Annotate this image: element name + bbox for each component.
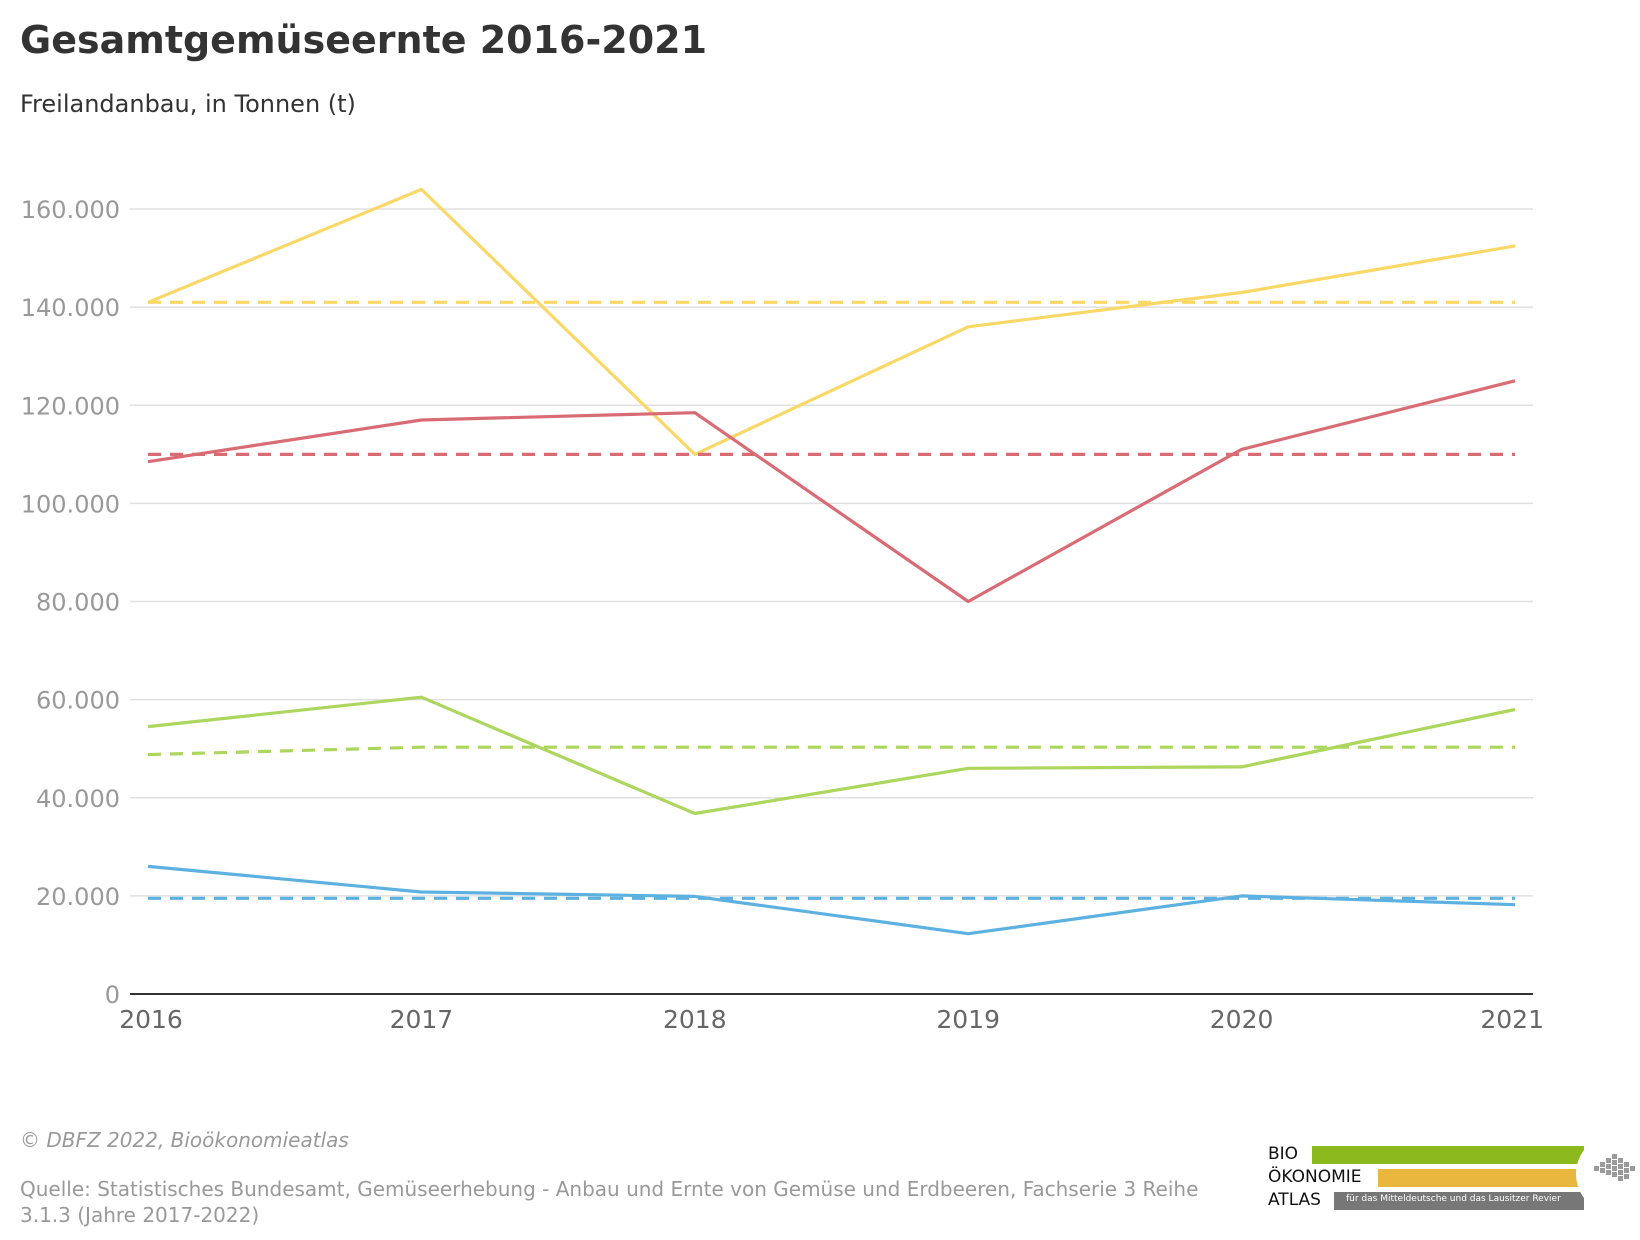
y-tick-label: 120.000 (21, 392, 120, 420)
series-lines (147, 187, 1516, 936)
logo-green-bar (1312, 1146, 1584, 1164)
y-tick-label: 140.000 (21, 294, 120, 322)
y-tick-label: 0 (105, 981, 120, 1009)
x-tick-label: 2019 (936, 1005, 1000, 1034)
logo-word-oekonomie: ÖKONOMIE (1268, 1167, 1362, 1187)
x-tick-label: 2020 (1210, 1005, 1274, 1034)
y-tick-label: 160.000 (21, 196, 120, 224)
y-tick-label: 80.000 (36, 589, 120, 617)
credit-text: © DBFZ 2022, Bioökonomieatlas (20, 1128, 349, 1152)
x-tick-label: 2018 (663, 1005, 727, 1034)
chart-subtitle: Freilandanbau, in Tonnen (t) (20, 90, 356, 118)
y-tick-label: 20.000 (36, 883, 120, 911)
grid-lines (130, 208, 1533, 897)
x-tick-label: 2017 (390, 1005, 454, 1034)
logo-tagline: für das Mitteldeutsche und das Lausitzer… (1346, 1194, 1561, 1204)
y-tick-label: 100.000 (21, 490, 120, 518)
series-line-1-solid (147, 187, 1516, 456)
x-tick-label: 2016 (119, 1005, 183, 1034)
y-tick-label: 40.000 (36, 785, 120, 813)
y-tick-label: 60.000 (36, 687, 120, 715)
series-line-5-solid (147, 695, 1516, 816)
x-axis: 2016 2017 2018 2019 2020 2021 (119, 993, 1544, 1034)
x-tick-label: 2021 (1480, 1005, 1544, 1034)
logo-word-atlas: ATLAS (1268, 1190, 1321, 1210)
series-line-6-dashed (147, 745, 1515, 757)
series-line-3-solid (147, 379, 1516, 604)
y-axis-labels: 0 20.000 40.000 60.000 80.000 100.000 120.000 1… (21, 196, 120, 1009)
source-text: Quelle: Statistisches Bundesamt, Gemüsee… (20, 1177, 1199, 1227)
series-line-7-solid (147, 864, 1516, 936)
bioeconomy-atlas-logo: BIO ÖKONOMIE ATLAS für das Mitteldeutsch… (1268, 1136, 1638, 1240)
chart-title: Gesamtgemüseernte 2016-2021 (20, 18, 708, 62)
logo-map-icon (1576, 1136, 1638, 1214)
logo-orange-bar (1378, 1169, 1584, 1187)
logo-word-bio: BIO (1268, 1144, 1299, 1164)
logo-gray-bar: für das Mitteldeutsche und das Lausitzer… (1334, 1192, 1584, 1210)
